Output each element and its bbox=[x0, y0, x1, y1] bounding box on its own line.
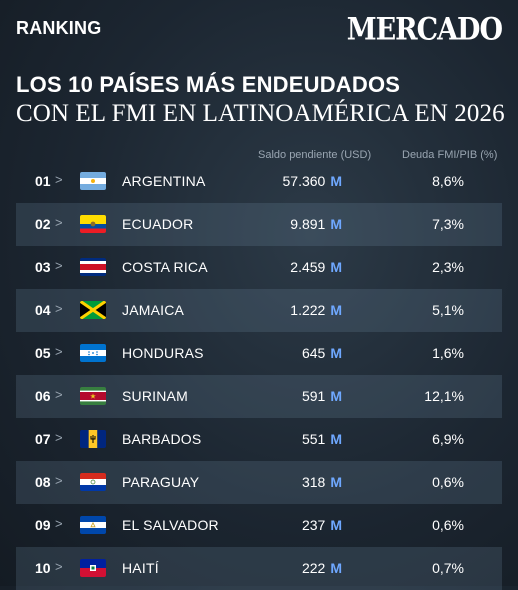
outstanding-amount: 1.222 M bbox=[290, 302, 342, 318]
country-name: BARBADOS bbox=[122, 431, 202, 447]
table-row: 06 > SURINAM 591 M 12,1% bbox=[16, 375, 502, 418]
ranking-table: 01 > ARGENTINA 57.360 M 8,6% 02 > ECUADOR 9.891 M 7… bbox=[16, 160, 502, 590]
amount-value: 1.222 bbox=[290, 302, 326, 318]
debt-gdp-ratio: 0,6% bbox=[432, 517, 464, 533]
debt-gdp-ratio: 6,9% bbox=[432, 431, 464, 447]
column-header-amount: Saldo pendiente (USD) bbox=[258, 149, 372, 161]
el-salvador-flag-icon bbox=[80, 516, 106, 534]
country-name: ARGENTINA bbox=[122, 173, 206, 189]
haiti-flag-icon bbox=[80, 559, 106, 577]
outstanding-amount: 237 M bbox=[302, 517, 342, 533]
chevron-right-icon: > bbox=[55, 430, 63, 445]
debt-gdp-ratio: 0,6% bbox=[432, 474, 464, 490]
rank-number: 04 bbox=[35, 302, 51, 318]
debt-gdp-ratio: 0,7% bbox=[432, 560, 464, 576]
debt-gdp-ratio: 8,6% bbox=[432, 173, 464, 189]
barbados-flag-icon bbox=[80, 430, 106, 448]
amount-unit: M bbox=[330, 345, 342, 361]
country-name: JAMAICA bbox=[122, 302, 185, 318]
amount-value: 9.891 bbox=[290, 216, 326, 232]
jamaica-flag-icon bbox=[80, 301, 106, 319]
amount-value: 2.459 bbox=[290, 259, 326, 275]
rank-number: 03 bbox=[35, 259, 51, 275]
table-row: 01 > ARGENTINA 57.360 M 8,6% bbox=[16, 160, 502, 203]
amount-value: 591 bbox=[301, 388, 326, 404]
amount-value: 222 bbox=[301, 560, 326, 576]
country-name: SURINAM bbox=[122, 388, 188, 404]
amount-value: 551 bbox=[301, 431, 326, 447]
amount-unit: M bbox=[330, 259, 342, 275]
chevron-right-icon: > bbox=[55, 172, 63, 187]
header: RANKING MERCADO bbox=[16, 12, 503, 48]
amount-unit: M bbox=[330, 388, 342, 404]
outstanding-amount: 318 M bbox=[302, 474, 342, 490]
country-name: COSTA RICA bbox=[122, 259, 208, 275]
country-name: EL SALVADOR bbox=[122, 517, 219, 533]
debt-gdp-ratio: 5,1% bbox=[432, 302, 464, 318]
table-row: 09 > EL SALVADOR 237 M 0,6% bbox=[16, 504, 502, 547]
country-name: ECUADOR bbox=[122, 216, 194, 232]
chevron-right-icon: > bbox=[55, 215, 63, 230]
outstanding-amount: 645 M bbox=[302, 345, 342, 361]
chevron-right-icon: > bbox=[55, 301, 63, 316]
table-row: 10 > HAITÍ 222 M 0,7% bbox=[16, 547, 502, 590]
country-name: PARAGUAY bbox=[122, 474, 200, 490]
section-label: RANKING bbox=[16, 18, 102, 38]
amount-value: 57.360 bbox=[282, 173, 326, 189]
outstanding-amount: 2.459 M bbox=[290, 259, 342, 275]
outstanding-amount: 551 M bbox=[302, 431, 342, 447]
rank-number: 01 bbox=[35, 173, 51, 189]
chevron-right-icon: > bbox=[55, 473, 63, 488]
amount-unit: M bbox=[330, 173, 342, 189]
amount-unit: M bbox=[330, 560, 342, 576]
chart-title-line-2: CON EL FMI EN LATINOAMÉRICA EN 2026 bbox=[16, 100, 505, 127]
rank-number: 07 bbox=[35, 431, 51, 447]
chevron-right-icon: > bbox=[55, 344, 63, 359]
outstanding-amount: 591 M bbox=[302, 388, 342, 404]
amount-value: 318 bbox=[301, 474, 326, 490]
amount-unit: M bbox=[330, 517, 342, 533]
amount-unit: M bbox=[330, 216, 342, 232]
costa-rica-flag-icon bbox=[80, 258, 106, 276]
brand-logo: MERCADO bbox=[346, 12, 503, 48]
amount-unit: M bbox=[330, 431, 342, 447]
outstanding-amount: 222 M bbox=[302, 560, 342, 576]
honduras-flag-icon bbox=[80, 344, 106, 362]
chevron-right-icon: > bbox=[55, 559, 63, 574]
chart-title-line-1: LOS 10 PAÍSES MÁS ENDEUDADOS bbox=[16, 72, 401, 97]
chevron-right-icon: > bbox=[55, 258, 63, 273]
amount-unit: M bbox=[330, 302, 342, 318]
amount-unit: M bbox=[330, 474, 342, 490]
debt-gdp-ratio: 12,1% bbox=[424, 388, 464, 404]
table-row: 08 > PARAGUAY 318 M 0,6% bbox=[16, 461, 502, 504]
debt-gdp-ratio: 1,6% bbox=[432, 345, 464, 361]
debt-gdp-ratio: 2,3% bbox=[432, 259, 464, 275]
rank-number: 10 bbox=[35, 560, 51, 576]
rank-number: 09 bbox=[35, 517, 51, 533]
column-header-ratio: Deuda FMI/PIB (%) bbox=[402, 149, 498, 161]
rank-number: 06 bbox=[35, 388, 51, 404]
ecuador-flag-icon bbox=[80, 215, 106, 233]
outstanding-amount: 57.360 M bbox=[283, 173, 343, 189]
outstanding-amount: 9.891 M bbox=[290, 216, 342, 232]
rank-number: 08 bbox=[35, 474, 51, 490]
country-name: HONDURAS bbox=[122, 345, 204, 361]
table-row: 04 > JAMAICA 1.222 M 5,1% bbox=[16, 289, 502, 332]
paraguay-flag-icon bbox=[80, 473, 106, 491]
table-row: 07 > BARBADOS 551 M 6,9% bbox=[16, 418, 502, 461]
rank-number: 05 bbox=[35, 345, 51, 361]
debt-gdp-ratio: 7,3% bbox=[432, 216, 464, 232]
amount-value: 645 bbox=[301, 345, 326, 361]
country-name: HAITÍ bbox=[122, 560, 159, 576]
chevron-right-icon: > bbox=[55, 516, 63, 531]
rank-number: 02 bbox=[35, 216, 51, 232]
argentina-flag-icon bbox=[80, 172, 106, 190]
suriname-flag-icon bbox=[80, 387, 106, 405]
table-row: 03 > COSTA RICA 2.459 M 2,3% bbox=[16, 246, 502, 289]
table-row: 05 > HONDURAS 645 M 1,6% bbox=[16, 332, 502, 375]
chevron-right-icon: > bbox=[55, 387, 63, 402]
table-row: 02 > ECUADOR 9.891 M 7,3% bbox=[16, 203, 502, 246]
amount-value: 237 bbox=[301, 517, 326, 533]
